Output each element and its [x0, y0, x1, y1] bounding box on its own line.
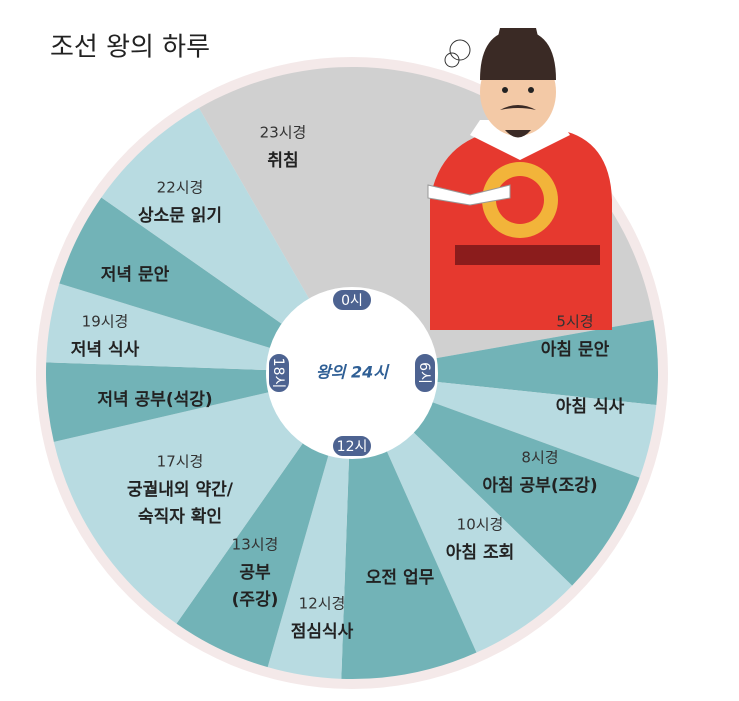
title: 조선 왕의 하루	[50, 33, 210, 63]
hour-mark: 18시	[267, 352, 291, 394]
segment-label: 궁궐내외 약간/	[127, 479, 234, 500]
segment-time: 17시경	[157, 453, 204, 471]
segment-label: (주강)	[232, 590, 279, 610]
segment-time: 22시경	[157, 179, 204, 197]
segment-time: 23시경	[260, 124, 307, 142]
center-label: 왕의 24시	[316, 363, 390, 382]
segment-time: 13시경	[232, 536, 279, 554]
hour-pill	[413, 352, 437, 394]
segment-label: 저녁 문안	[101, 265, 170, 285]
segment-label: 저녁 공부(석강)	[97, 390, 212, 410]
segment	[352, 373, 640, 586]
segment-label: 숙직자 확인	[138, 507, 222, 527]
segment-label: 아침 조회	[446, 542, 514, 563]
hour-label: 6시	[416, 362, 432, 384]
segment-label: 아침 공부(조강)	[482, 475, 597, 496]
segment-label: 점심식사	[291, 622, 354, 642]
segment-label: 상소문 읽기	[138, 206, 222, 226]
segment	[101, 107, 352, 374]
hour-mark: 12시	[331, 434, 373, 458]
hour-mark: 6시	[413, 352, 437, 394]
segment-time: 12시경	[299, 595, 346, 613]
segment-label: 아침 문안	[541, 339, 610, 360]
hour-pill	[267, 352, 291, 394]
segment-label: 아침 식사	[556, 396, 625, 417]
hour-label: 12시	[337, 439, 368, 455]
segment	[53, 373, 352, 624]
king-illustration	[427, 28, 612, 330]
segment-time: 5시경	[556, 313, 593, 331]
segment-time: 8시경	[521, 449, 558, 467]
segment-time: 19시경	[82, 313, 129, 331]
hour-pill	[331, 288, 373, 312]
hour-mark: 0시	[331, 288, 373, 312]
segment-time: 10시경	[457, 516, 504, 534]
segment-label: 취침	[267, 150, 298, 171]
hour-label: 0시	[341, 293, 363, 309]
inner-circle	[266, 287, 438, 459]
segment	[352, 373, 573, 653]
segment-label: 오전 업무	[366, 568, 435, 588]
segment-label: 공부	[239, 563, 271, 583]
hour-label: 18시	[270, 358, 286, 389]
segment	[352, 319, 658, 405]
hour-pill	[331, 434, 373, 458]
segment-label: 저녁 식사	[71, 340, 140, 360]
